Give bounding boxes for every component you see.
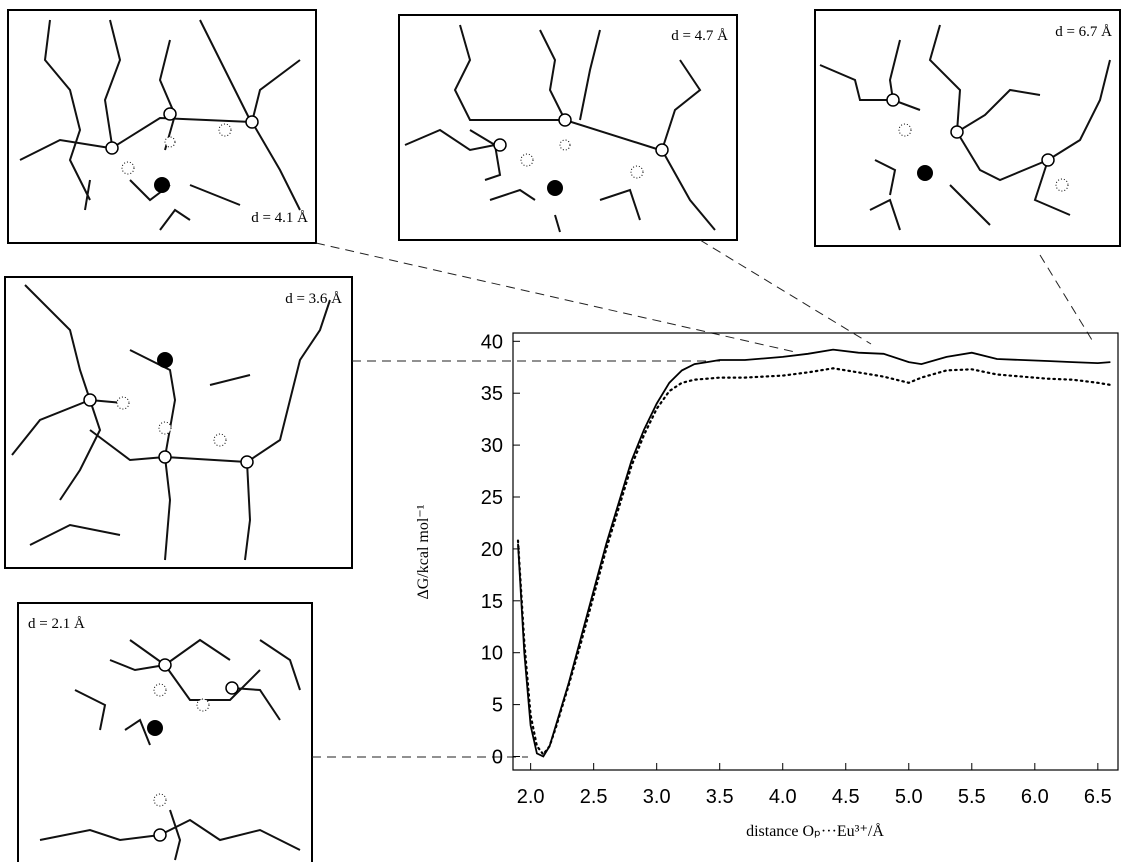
y-tick-label: 25 (481, 487, 503, 509)
y-tick-label: 0 (492, 747, 503, 769)
y-tick-label: 15 (481, 591, 503, 613)
y-tick-label: 20 (481, 539, 503, 561)
panel-label: d = 4.1 Å (251, 210, 308, 226)
snapshot-panel: d = 4.1 Å (8, 10, 316, 243)
x-tick-label: 6.5 (1084, 786, 1112, 808)
panel-label: d = 2.1 Å (28, 616, 85, 632)
snapshot-panel: d = 2.1 Å (18, 603, 312, 862)
y-tick-label: 30 (481, 435, 503, 457)
panel-label: d = 6.7 Å (1055, 24, 1112, 40)
x-tick-label: 4.0 (769, 786, 797, 808)
snapshot-panel: d = 4.7 Å (399, 15, 737, 240)
line-series (518, 368, 1110, 754)
y-tick-label: 40 (481, 331, 503, 353)
snapshot-panel: d = 3.6 Å (5, 277, 352, 568)
x-tick-label: 5.5 (958, 786, 986, 808)
y-tick-label: 10 (481, 643, 503, 665)
line-series (518, 350, 1110, 757)
x-tick-label: 2.5 (580, 786, 608, 808)
snapshot-panel: d = 6.7 Å (815, 10, 1120, 246)
x-axis-label: distance Oₚ···Eu³⁺/Å (746, 822, 884, 840)
panel-label: d = 4.7 Å (671, 28, 728, 44)
x-tick-label: 4.5 (832, 786, 860, 808)
x-tick-label: 2.0 (517, 786, 545, 808)
x-tick-label: 5.0 (895, 786, 923, 808)
x-tick-label: 6.0 (1021, 786, 1049, 808)
panel-label: d = 3.6 Å (285, 291, 342, 307)
x-tick-label: 3.0 (643, 786, 671, 808)
y-axis-label: ΔG/kcal mol⁻¹ (415, 504, 432, 599)
y-tick-label: 35 (481, 383, 503, 405)
figure: d = 4.1 Å d = 4.7 Å d = 6.7 Å (0, 0, 1122, 862)
y-tick-label: 5 (492, 695, 503, 717)
x-tick-label: 3.5 (706, 786, 734, 808)
connectors (312, 240, 1092, 757)
